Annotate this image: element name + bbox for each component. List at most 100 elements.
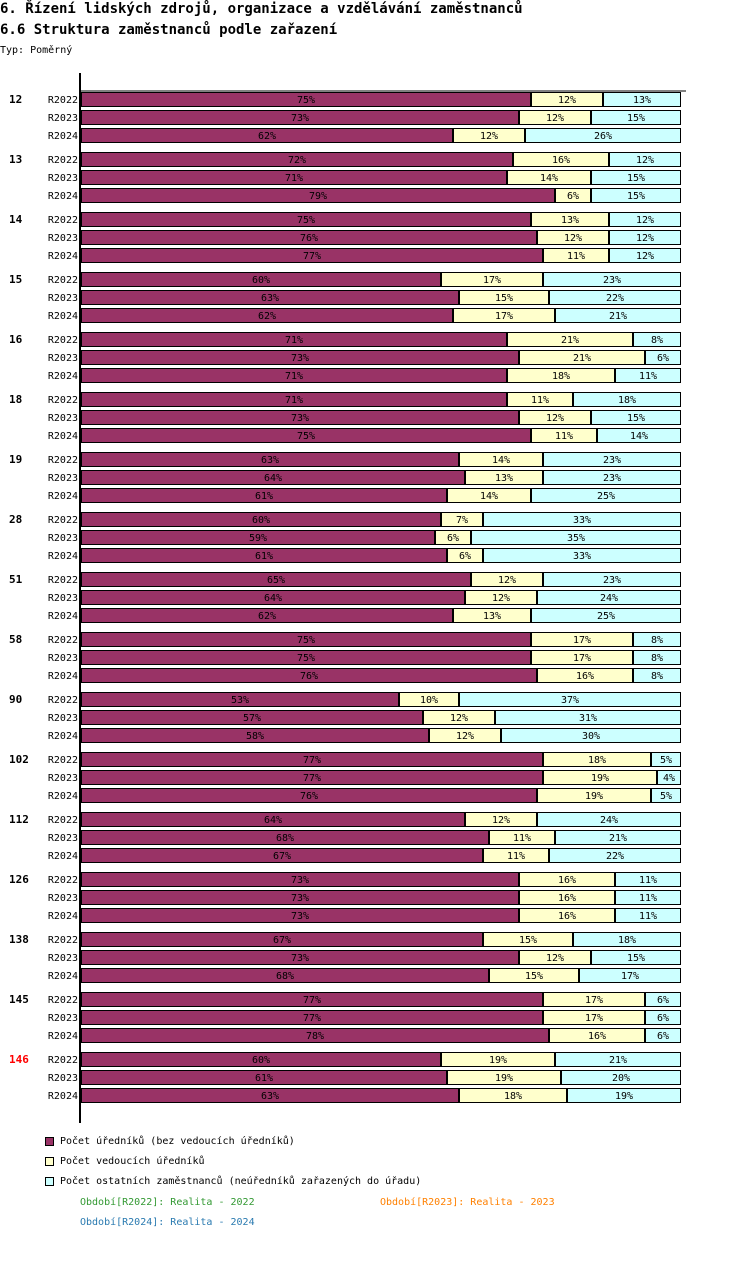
period-label: R2023: [48, 113, 78, 124]
bar-value-label: 4%: [663, 773, 675, 784]
bar-value-label: 73%: [291, 911, 309, 922]
group-label: 58: [9, 633, 22, 646]
bar-segment-other-staff: [633, 668, 681, 683]
bar-segment-managers: [519, 908, 615, 923]
bar-segment-officials: [81, 728, 429, 743]
legend-item-other-staff: Počet ostatních zaměstnanců (neúředníků …: [45, 1171, 421, 1191]
bar-value-label: 64%: [264, 593, 282, 604]
period-label: R2023: [48, 233, 78, 244]
bar-value-label: 11%: [513, 833, 531, 844]
period-label: R2024: [48, 191, 78, 202]
bar-segment-officials: [81, 830, 489, 845]
bar-value-label: 7%: [456, 515, 468, 526]
period-label: R2023: [48, 893, 78, 904]
group-label: 146: [9, 1053, 29, 1066]
period-label: R2023: [48, 1073, 78, 1084]
bar-value-label: 71%: [285, 335, 303, 346]
bar-segment-managers: [435, 530, 471, 545]
bar-segment-other-staff: [555, 308, 681, 323]
bar-value-label: 15%: [627, 413, 645, 424]
bar-segment-officials: [81, 350, 519, 365]
bar-value-label: 68%: [276, 833, 294, 844]
group-label: 18: [9, 393, 22, 406]
period-label: R2024: [48, 311, 78, 322]
bar-segment-officials: [81, 530, 435, 545]
bar-value-label: 14%: [480, 491, 498, 502]
bar-segment-officials: [81, 1052, 441, 1067]
group-label: 51: [9, 573, 23, 586]
bar-value-label: 65%: [267, 575, 285, 586]
legend-item-managers: Počet vedoucích úředníků: [45, 1151, 421, 1171]
bar-segment-officials: [81, 368, 507, 383]
bar-segment-managers: [489, 830, 555, 845]
period-label: R2022: [48, 695, 78, 706]
bar-value-label: 8%: [651, 671, 663, 682]
bar-segment-officials: [81, 548, 447, 563]
bar-value-label: 75%: [297, 431, 315, 442]
group-label: 90: [9, 693, 22, 706]
bar-segment-officials: [81, 152, 513, 167]
bar-value-label: 14%: [540, 173, 558, 184]
bar-value-label: 72%: [288, 155, 306, 166]
bar-segment-officials: [81, 272, 441, 287]
bar-value-label: 15%: [525, 971, 543, 982]
group-label: 19: [9, 453, 22, 466]
bar-segment-managers: [483, 932, 573, 947]
bar-value-label: 21%: [609, 1055, 627, 1066]
bar-segment-managers: [537, 788, 651, 803]
period-label: R2024: [48, 131, 78, 142]
bar-segment-other-staff: [483, 512, 681, 527]
bar-segment-officials: [81, 410, 519, 425]
bar-segment-managers: [453, 608, 531, 623]
bar-value-label: 14%: [630, 431, 648, 442]
period-label: R2023: [48, 413, 78, 424]
bar-segment-managers: [465, 812, 537, 827]
bar-value-label: 23%: [603, 473, 621, 484]
period-label: R2023: [48, 173, 78, 184]
period-r2023: Období[R2023]: Realita - 2023: [380, 1197, 555, 1208]
bar-value-label: 15%: [627, 953, 645, 964]
bar-value-label: 12%: [636, 233, 654, 244]
bar-value-label: 61%: [255, 1073, 273, 1084]
bar-segment-other-staff: [645, 1028, 681, 1043]
legend-label-managers: Počet vedoucích úředníků: [60, 1155, 205, 1167]
bar-segment-managers: [519, 890, 615, 905]
bar-segment-other-staff: [567, 1088, 681, 1103]
group-label: 126: [9, 873, 29, 886]
bar-value-label: 13%: [633, 95, 651, 106]
bar-value-label: 5%: [660, 791, 672, 802]
group-label: 12: [9, 93, 22, 106]
bar-value-label: 18%: [618, 935, 636, 946]
bar-value-label: 17%: [573, 635, 591, 646]
bar-value-label: 15%: [627, 191, 645, 202]
period-label: R2024: [48, 911, 78, 922]
bar-value-label: 60%: [252, 1055, 270, 1066]
bar-value-label: 12%: [636, 155, 654, 166]
bar-value-label: 14%: [492, 455, 510, 466]
page-title: 6. Řízení lidských zdrojů, organizace a …: [0, 1, 523, 17]
bar-value-label: 67%: [273, 935, 291, 946]
period-label: R2023: [48, 953, 78, 964]
period-label: R2022: [48, 395, 78, 406]
bar-segment-managers: [441, 1052, 555, 1067]
bar-segment-other-staff: [651, 752, 681, 767]
bar-segment-officials: [81, 710, 423, 725]
bar-value-label: 6%: [567, 191, 579, 202]
bar-value-label: 15%: [495, 293, 513, 304]
bar-segment-officials: [81, 608, 453, 623]
bar-value-label: 71%: [285, 173, 303, 184]
bar-segment-managers: [537, 668, 633, 683]
bar-value-label: 15%: [627, 173, 645, 184]
bar-segment-other-staff: [609, 212, 681, 227]
bar-value-label: 12%: [492, 593, 510, 604]
bar-segment-managers: [423, 710, 495, 725]
bar-segment-officials: [81, 770, 543, 785]
bar-value-label: 71%: [285, 371, 303, 382]
bar-segment-other-staff: [657, 770, 681, 785]
bar-segment-officials: [81, 650, 531, 665]
bar-value-label: 11%: [531, 395, 549, 406]
bar-value-label: 59%: [249, 533, 267, 544]
bar-segment-other-staff: [537, 590, 681, 605]
bar-value-label: 11%: [639, 893, 657, 904]
bar-segment-other-staff: [501, 728, 681, 743]
